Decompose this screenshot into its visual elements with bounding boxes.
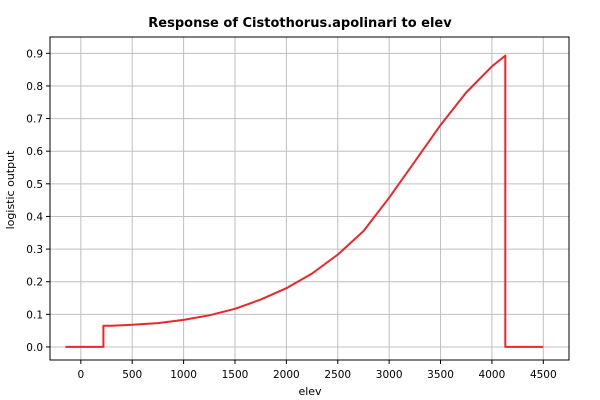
y-tick-label: 0.3 — [26, 244, 43, 256]
y-tick-label: 0.5 — [26, 179, 43, 191]
x-tick-label: 4500 — [530, 369, 557, 381]
x-tick-label: 500 — [122, 369, 142, 381]
x-tick-label: 3000 — [376, 369, 403, 381]
y-tick-label: 0.2 — [26, 277, 43, 289]
x-tick-label: 4000 — [479, 369, 506, 381]
y-tick-label: 0.8 — [26, 81, 43, 93]
y-tick-label: 0.9 — [26, 48, 43, 60]
y-tick-label: 0.4 — [26, 211, 43, 223]
y-tick-label: 0.1 — [26, 309, 43, 321]
x-tick-label: 1500 — [222, 369, 249, 381]
x-axis-label: elev — [298, 385, 322, 398]
y-tick-label: 0.6 — [26, 146, 43, 158]
ticks: 0 500 1000 1500 2000 2500 3000 3500 4000 4500 0.0 0… — [26, 48, 556, 381]
series-layer — [65, 54, 544, 348]
x-tick-label: 0 — [77, 369, 84, 381]
x-tick-label: 1000 — [170, 369, 197, 381]
x-tick-label: 3500 — [427, 369, 454, 381]
y-tick-label: 0.0 — [26, 342, 43, 354]
x-tick-label: 2000 — [273, 369, 300, 381]
grid — [50, 37, 569, 360]
chart-title: Response of Cistothorus.apolinari to ele… — [148, 16, 452, 31]
plot-frame — [49, 36, 570, 361]
y-tick-label: 0.7 — [26, 114, 43, 126]
y-axis-label: logistic output — [4, 150, 17, 229]
series-line-0 — [65, 54, 544, 348]
x-tick-label: 2500 — [324, 369, 351, 381]
